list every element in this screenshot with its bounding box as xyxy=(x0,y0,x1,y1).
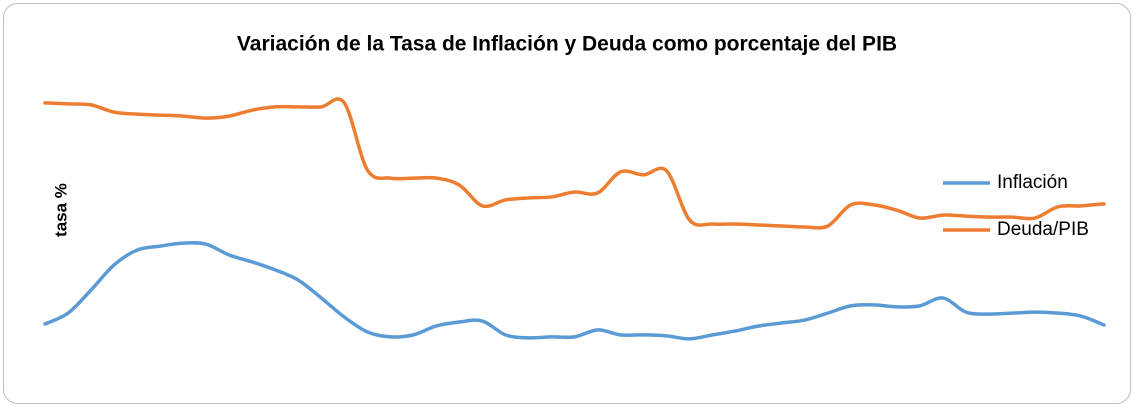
legend-label: Deuda/PIB xyxy=(997,219,1089,240)
chart-border xyxy=(3,3,1131,404)
chart-title: Variación de la Tasa de Inflación y Deud… xyxy=(237,33,897,56)
line-series xyxy=(43,241,1106,341)
legend-label: Inflación xyxy=(997,172,1068,193)
y-axis-label: tasa % xyxy=(51,183,70,237)
line-series xyxy=(43,97,1106,230)
